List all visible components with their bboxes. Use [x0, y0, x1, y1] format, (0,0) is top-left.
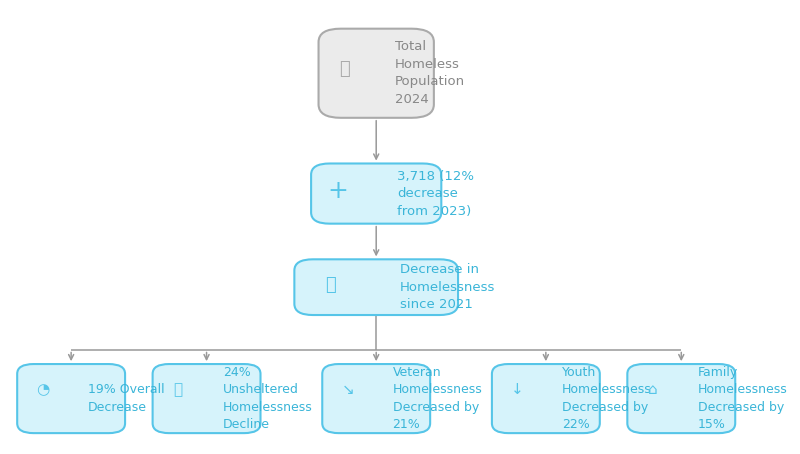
- Text: +: +: [327, 179, 348, 203]
- Text: ⤵: ⤵: [325, 276, 335, 294]
- Text: 19% Overall
Decrease: 19% Overall Decrease: [87, 383, 164, 414]
- Text: Decrease in
Homelessness
since 2021: Decrease in Homelessness since 2021: [400, 263, 495, 311]
- FancyBboxPatch shape: [322, 364, 430, 433]
- Text: 3,718 (12%
decrease
from 2023): 3,718 (12% decrease from 2023): [397, 170, 474, 217]
- FancyBboxPatch shape: [153, 364, 261, 433]
- Text: ↘: ↘: [342, 382, 354, 397]
- Text: Family
Homelessness
Decreased by
15%: Family Homelessness Decreased by 15%: [698, 366, 787, 431]
- Text: ⛹: ⛹: [174, 382, 183, 397]
- Text: ⛹: ⛹: [339, 60, 350, 78]
- FancyBboxPatch shape: [627, 364, 735, 433]
- FancyBboxPatch shape: [311, 163, 442, 224]
- Text: ⌂: ⌂: [648, 382, 658, 397]
- FancyBboxPatch shape: [318, 29, 434, 118]
- FancyBboxPatch shape: [492, 364, 600, 433]
- Text: Youth
Homelessness
Decreased by
22%: Youth Homelessness Decreased by 22%: [562, 366, 652, 431]
- Text: ◔: ◔: [36, 382, 50, 397]
- Text: Veteran
Homelessness
Decreased by
21%: Veteran Homelessness Decreased by 21%: [393, 366, 482, 431]
- FancyBboxPatch shape: [17, 364, 125, 433]
- Text: 24%
Unsheltered
Homelessness
Decline: 24% Unsheltered Homelessness Decline: [223, 366, 313, 431]
- Text: Total
Homeless
Population
2024: Total Homeless Population 2024: [395, 40, 465, 106]
- FancyBboxPatch shape: [294, 259, 458, 315]
- Text: ↓: ↓: [511, 382, 524, 397]
